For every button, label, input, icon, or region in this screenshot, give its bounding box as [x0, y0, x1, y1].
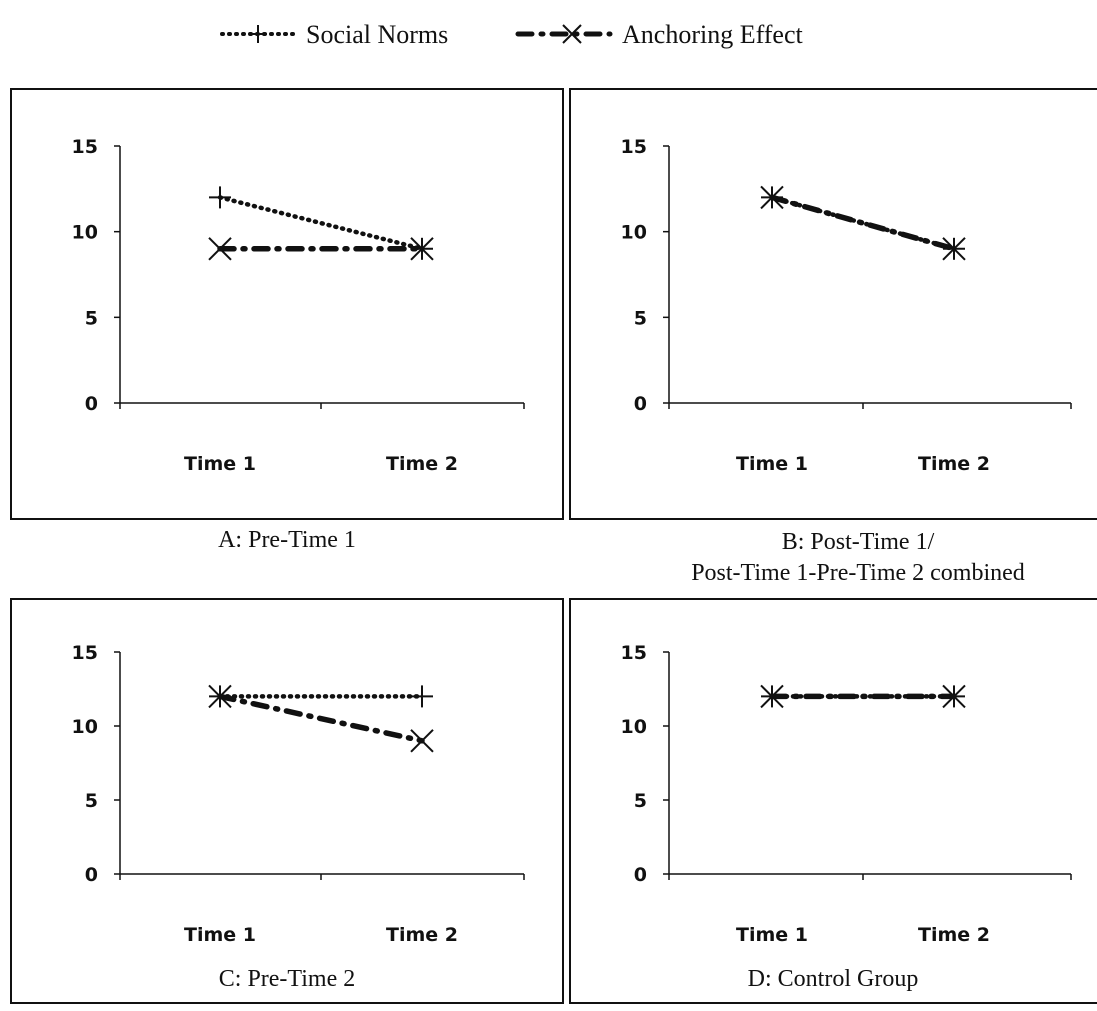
- series-anchoring-effect: [208, 237, 434, 261]
- x-tick-label: Time 2: [386, 453, 458, 475]
- data-point-social-norms: [209, 186, 231, 209]
- x-tick-label: Time 1: [184, 453, 256, 475]
- chart-panel-b: 0 5 10 15 Time 1 Time 2: [621, 136, 1072, 475]
- x-tick-label: Time 1: [184, 924, 256, 946]
- series-line-social-norms: [217, 195, 425, 252]
- y-tick-label: 5: [634, 307, 647, 329]
- caption-panel-c: C: Pre-Time 2: [218, 966, 356, 992]
- caption-panel-b-line-2: Post-Time 1-Pre-Time 2 combined: [691, 560, 1025, 586]
- series-line-anchoring-effect: [217, 693, 425, 744]
- chart-panel-d: 0 5 10 15 Time 1 Time 2: [621, 642, 1072, 946]
- data-point-anchoring-effect: [410, 237, 434, 261]
- y-tick-label: 10: [72, 222, 98, 244]
- y-tick-label: 15: [72, 136, 98, 158]
- caption-panel-b-line-1: B: Post-Time 1/: [781, 529, 935, 555]
- series-anchoring-effect: [760, 185, 966, 261]
- panel-c: 0 5 10 15 Time 1 Time 2: [10, 598, 564, 1004]
- y-tick-label: 10: [72, 716, 98, 738]
- legend-label-social-norms: Social Norms: [306, 20, 448, 49]
- y-tick-label: 5: [634, 790, 647, 812]
- x-tick-label: Time 2: [918, 453, 990, 475]
- x-tick-label: Time 2: [386, 924, 458, 946]
- chart-panel-a: 0 5 10 15 Time 1 Time 2: [72, 136, 525, 475]
- data-point-anchoring-effect: [942, 237, 966, 261]
- x-tick-label: Time 2: [918, 924, 990, 946]
- plus-marker-icon: [249, 25, 267, 43]
- caption-panel-a: A: Pre-Time 1: [218, 527, 356, 553]
- y-tick-label: 5: [85, 790, 98, 812]
- x-marker-icon: [562, 24, 582, 44]
- series-anchoring-effect: [208, 684, 434, 753]
- y-tick-label: 0: [85, 393, 98, 415]
- y-tick-label: 15: [621, 642, 647, 664]
- y-tick-label: 10: [621, 222, 647, 244]
- data-point-anchoring-effect: [208, 684, 232, 709]
- y-tick-label: 0: [634, 864, 647, 886]
- x-tick-label: Time 1: [736, 453, 808, 475]
- y-tick-label: 15: [621, 136, 647, 158]
- caption-panel-b: B: Post-Time 1/ Post-Time 1-Pre-Time 2 c…: [618, 527, 1097, 589]
- legend-item-anchoring-effect: Anchoring Effect: [515, 20, 804, 49]
- y-tick-label: 15: [72, 642, 98, 664]
- x-tick-label: Time 1: [736, 924, 808, 946]
- chart-panel-c: 0 5 10 15 Time 1 Time 2: [72, 642, 525, 946]
- panel-a: 0 5 10 15 Time 1 Time 2: [10, 88, 564, 520]
- y-tick-label: 5: [85, 307, 98, 329]
- caption-panel-d: D: Control Group: [747, 966, 919, 992]
- panel-b: 0 5 10 15 Time 1 Time 2: [569, 88, 1097, 520]
- data-point-anchoring-effect: [208, 237, 232, 261]
- chart-legend: Social Norms Anchoring Effect: [220, 20, 804, 49]
- data-point-anchoring-effect: [760, 185, 784, 210]
- y-tick-label: 10: [621, 716, 647, 738]
- data-point-social-norms: [411, 685, 433, 708]
- legend-item-social-norms: Social Norms: [220, 20, 448, 49]
- series-anchoring-effect: [760, 684, 966, 709]
- series-line-anchoring-effect: [769, 194, 957, 252]
- plus-marker-icon: [249, 25, 267, 43]
- y-tick-label: 0: [85, 864, 98, 886]
- data-point-anchoring-effect: [410, 729, 434, 753]
- y-tick-label: 0: [634, 393, 647, 415]
- x-marker-icon: [562, 24, 582, 44]
- panel-d: 0 5 10 15 Time 1 Time 2: [569, 598, 1097, 1004]
- legend-label-anchoring-effect: Anchoring Effect: [622, 20, 804, 49]
- data-point-anchoring-effect: [760, 684, 784, 709]
- data-point-anchoring-effect: [942, 684, 966, 709]
